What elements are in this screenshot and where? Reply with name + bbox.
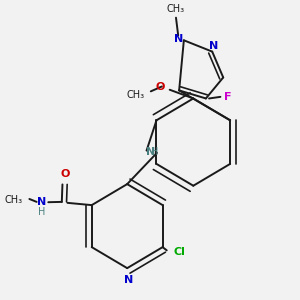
Text: F: F <box>224 92 232 102</box>
Text: N: N <box>146 146 155 157</box>
Text: O: O <box>60 169 70 178</box>
Text: CH₃: CH₃ <box>4 195 22 205</box>
Text: N: N <box>124 275 134 285</box>
Text: H: H <box>151 146 159 157</box>
Text: O: O <box>156 82 165 92</box>
Text: Cl: Cl <box>173 247 185 257</box>
Text: N: N <box>209 41 218 51</box>
Text: CH₃: CH₃ <box>126 90 145 100</box>
Text: H: H <box>38 207 45 217</box>
Text: CH₃: CH₃ <box>167 4 185 14</box>
Text: N: N <box>174 34 183 44</box>
Text: N: N <box>37 197 46 207</box>
